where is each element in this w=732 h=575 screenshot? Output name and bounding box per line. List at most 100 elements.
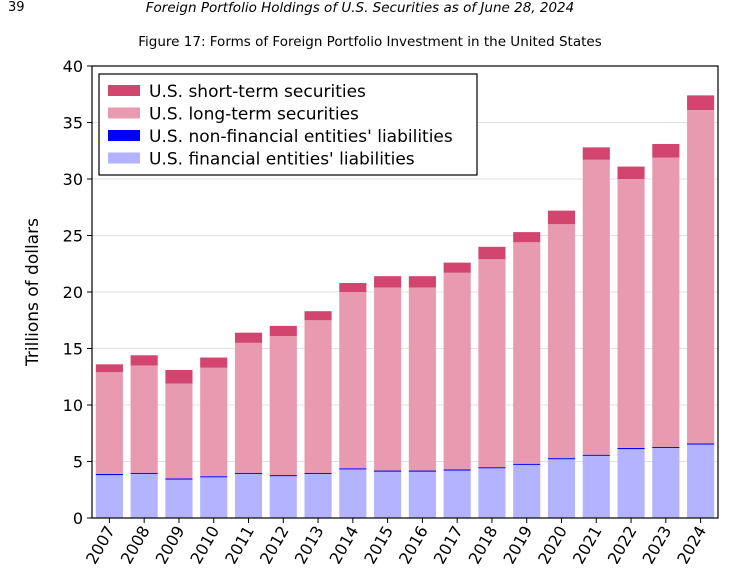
legend-swatch (108, 107, 140, 119)
bar-segment (269, 475, 297, 477)
bar-segment (234, 342, 263, 473)
bar-segment (95, 475, 123, 518)
bar-segment (687, 444, 715, 518)
bar-segment (478, 468, 506, 518)
bar-segment (652, 143, 680, 158)
x-tick-label: 2012 (256, 523, 293, 568)
y-tick-label: 10 (63, 396, 83, 415)
bar-segment (652, 446, 680, 448)
bar-segment (95, 372, 123, 474)
bar-segment (200, 367, 228, 477)
bar-segment (582, 455, 610, 518)
bar-segment (617, 449, 645, 518)
x-tick-label: 2023 (638, 523, 675, 568)
bar-segment (582, 454, 610, 456)
y-tick-label: 5 (73, 453, 83, 472)
bar-segment (374, 471, 402, 518)
x-tick-label: 2011 (221, 523, 258, 568)
bar-segment (443, 272, 471, 470)
x-tick-label: 2009 (152, 523, 189, 568)
x-tick-label: 2022 (604, 523, 641, 568)
bar-segment (95, 364, 123, 373)
legend-swatch (108, 130, 140, 141)
legend: U.S. short-term securities U.S. long-term… (98, 73, 478, 176)
bar-segment (304, 473, 332, 518)
bar-segment (408, 470, 436, 472)
bar-segment (339, 469, 367, 518)
bar-segment (374, 470, 402, 472)
bar-segment (234, 473, 263, 518)
bar-segment (443, 262, 471, 273)
bar-segment (687, 110, 715, 444)
bar-segment (687, 443, 715, 445)
x-tick-label: 2007 (82, 523, 119, 568)
bars (95, 95, 715, 518)
bar-segment (443, 469, 471, 471)
bar-segment (547, 224, 576, 459)
bar-segment (374, 276, 402, 288)
y-tick-label: 15 (63, 340, 83, 359)
bar-segment (478, 246, 506, 260)
bar-segment (687, 95, 715, 111)
x-tick-label: 2021 (569, 523, 606, 568)
chart-title: Figure 17: Forms of Foreign Portfolio In… (138, 34, 602, 50)
page-number: 39 (8, 0, 25, 15)
bar-segment (304, 472, 332, 474)
x-tick-label: 2016 (395, 523, 432, 568)
bar-segment (617, 447, 645, 450)
bar-segment (513, 242, 541, 464)
bar-segment (513, 464, 541, 518)
bar-segment (165, 383, 193, 479)
bar-segment (130, 472, 158, 474)
bar-segment (269, 336, 297, 476)
bar-segment (130, 365, 158, 473)
x-tick-label: 2013 (291, 523, 328, 568)
bar-segment (165, 479, 193, 518)
bar-segment (200, 477, 228, 518)
legend-label: U.S. short-term securities (149, 82, 366, 102)
bar-segment (165, 369, 193, 384)
bar-segment (95, 473, 123, 476)
y-tick-label: 20 (63, 283, 83, 302)
y-tick-label: 30 (63, 170, 83, 189)
bar-segment (408, 471, 436, 518)
bar-segment (304, 320, 332, 473)
legend-label: U.S. long-term securities (149, 105, 359, 125)
bar-segment (547, 459, 576, 518)
legend-box (98, 73, 478, 176)
x-tick-label: 2018 (465, 523, 502, 568)
bar-segment (339, 468, 367, 470)
bar-segment (617, 166, 645, 179)
bar-segment (582, 159, 610, 455)
bar-segment (513, 463, 541, 465)
running-header: Foreign Portfolio Holdings of U.S. Secur… (145, 0, 575, 16)
x-tick-label: 2024 (673, 523, 710, 568)
bar-segment (339, 282, 367, 292)
y-axis-label: Trillions of dollars (23, 218, 43, 367)
bar-segment (269, 325, 297, 337)
legend-label: U.S. non-financial entities' liabilities (149, 127, 453, 147)
bar-segment (234, 332, 263, 343)
bar-segment (547, 210, 576, 225)
y-tick-label: 35 (63, 114, 83, 133)
bar-segment (513, 232, 541, 243)
bar-segment (443, 470, 471, 518)
bar-segment (165, 478, 193, 480)
bar-segment (652, 447, 680, 518)
bar-segment (617, 179, 645, 448)
bar-segment (269, 476, 297, 518)
x-tick-label: 2020 (534, 523, 571, 568)
x-tick-label: 2010 (186, 523, 223, 568)
bar-segment (408, 287, 436, 471)
bar-segment (478, 259, 506, 468)
bar-segment (339, 292, 367, 469)
legend-label: U.S. financial entities' liabilities (149, 150, 415, 170)
bar-segment (304, 311, 332, 321)
y-tick-label: 25 (63, 227, 83, 246)
legend-swatch (108, 152, 140, 164)
y-tick-label: 0 (73, 509, 83, 528)
x-tick-label: 2017 (430, 523, 467, 568)
bar-segment (200, 357, 228, 368)
bar-segment (582, 147, 610, 160)
